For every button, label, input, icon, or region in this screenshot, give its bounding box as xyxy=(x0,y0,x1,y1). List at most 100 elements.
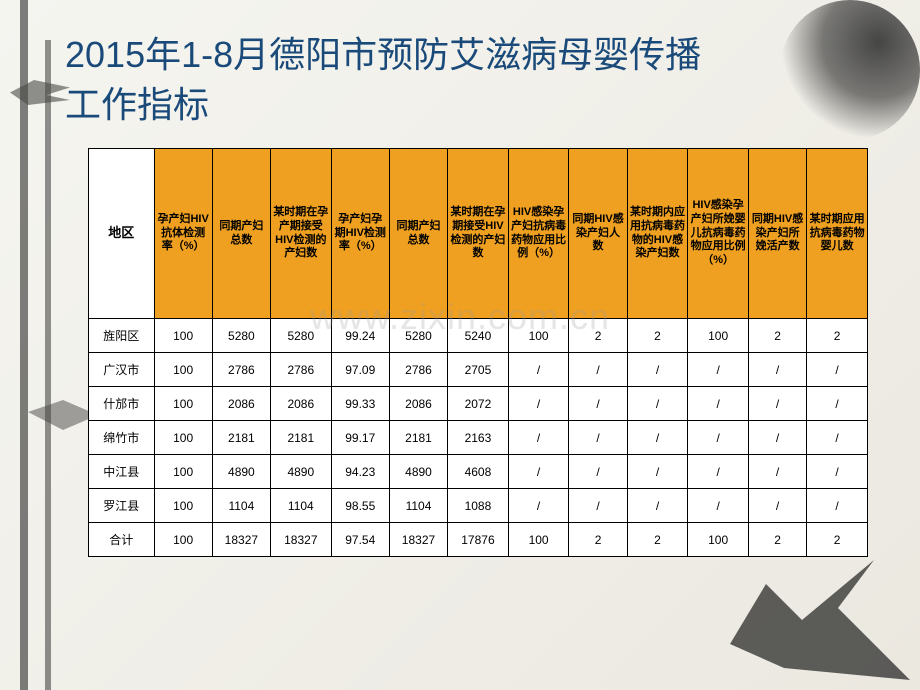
table-cell: 2181 xyxy=(270,421,331,455)
table-cell: / xyxy=(748,421,806,455)
table-cell: / xyxy=(748,489,806,523)
table-cell: / xyxy=(508,455,569,489)
table-cell: 100 xyxy=(688,319,749,353)
table-cell: / xyxy=(688,455,749,489)
table-cell: / xyxy=(748,387,806,421)
table-cell: 97.54 xyxy=(331,523,389,557)
table-cell: 2086 xyxy=(389,387,447,421)
table-cell: 18327 xyxy=(389,523,447,557)
col-header: 某时期在孕期接受HIV检测的产妇数 xyxy=(448,149,509,319)
table-cell: 100 xyxy=(154,523,212,557)
table-cell: / xyxy=(569,353,627,387)
page-title: 2015年1-8月德阳市预防艾滋病母婴传播 工作指标 xyxy=(65,30,701,131)
table-cell: / xyxy=(688,489,749,523)
table-cell: / xyxy=(748,455,806,489)
table-cell: / xyxy=(688,387,749,421)
table-cell: 2 xyxy=(748,523,806,557)
table-cell: 合计 xyxy=(89,523,155,557)
table-row: 绵竹市1002181218199.1721812163////// xyxy=(89,421,868,455)
title-line-1: 2015年1-8月德阳市预防艾滋病母婴传播 xyxy=(65,34,701,75)
table-cell: 2163 xyxy=(448,421,509,455)
col-header: 同期HIV感染产妇所娩活产数 xyxy=(748,149,806,319)
table-body: 旌阳区1005280528099.24528052401002210022广汉市… xyxy=(89,319,868,557)
table-cell: 2086 xyxy=(270,387,331,421)
table-cell: 5240 xyxy=(448,319,509,353)
table-cell: 2181 xyxy=(389,421,447,455)
table-row: 合计100183271832797.5418327178761002210022 xyxy=(89,523,868,557)
table-cell: 100 xyxy=(154,353,212,387)
table-cell: 100 xyxy=(508,319,569,353)
table-cell: 100 xyxy=(154,421,212,455)
table-cell: 2 xyxy=(627,523,688,557)
table-cell: 2 xyxy=(569,523,627,557)
table-cell: 100 xyxy=(154,489,212,523)
table-cell: / xyxy=(807,421,868,455)
table-cell: 2 xyxy=(627,319,688,353)
col-header: 同期HIV感染产妇人数 xyxy=(569,149,627,319)
table-cell: 98.55 xyxy=(331,489,389,523)
col-header-region: 地区 xyxy=(89,149,155,319)
table-row: 旌阳区1005280528099.24528052401002210022 xyxy=(89,319,868,353)
ink-decoration xyxy=(780,0,920,140)
table-row: 中江县1004890489094.2348904608////// xyxy=(89,455,868,489)
col-header: 同期产妇总数 xyxy=(389,149,447,319)
table-cell: 99.17 xyxy=(331,421,389,455)
table-cell: 5280 xyxy=(270,319,331,353)
table-cell: 1104 xyxy=(270,489,331,523)
table-cell: 5280 xyxy=(389,319,447,353)
table-cell: / xyxy=(569,489,627,523)
table-cell: 2 xyxy=(807,523,868,557)
table-cell: / xyxy=(807,455,868,489)
table-cell: 99.24 xyxy=(331,319,389,353)
col-header: 同期产妇总数 xyxy=(212,149,270,319)
table-cell: 5280 xyxy=(212,319,270,353)
table-cell: / xyxy=(748,353,806,387)
data-table-container: 地区 孕产妇HIV抗体检测率（%） 同期产妇总数 某时期在孕产期接受HIV检测的… xyxy=(88,148,868,557)
table-cell: 99.33 xyxy=(331,387,389,421)
table-cell: / xyxy=(627,353,688,387)
table-cell: / xyxy=(627,455,688,489)
table-cell: / xyxy=(508,387,569,421)
table-cell: / xyxy=(508,421,569,455)
table-cell: 100 xyxy=(154,319,212,353)
col-header: 某时期在孕产期接受HIV检测的产妇数 xyxy=(270,149,331,319)
table-cell: / xyxy=(569,387,627,421)
col-header: HIV感染孕产妇所娩婴儿抗病毒药物应用比例（%） xyxy=(688,149,749,319)
table-cell: 2 xyxy=(807,319,868,353)
col-header: 孕产妇孕期HIV检测率（%） xyxy=(331,149,389,319)
table-cell: 2786 xyxy=(270,353,331,387)
table-cell: 4890 xyxy=(270,455,331,489)
col-header: HIV感染孕产妇抗病毒药物应用比例（%） xyxy=(508,149,569,319)
table-cell: 2705 xyxy=(448,353,509,387)
col-header: 某时期应用抗病毒药物婴儿数 xyxy=(807,149,868,319)
table-cell: 100 xyxy=(154,455,212,489)
table-cell: 97.09 xyxy=(331,353,389,387)
title-line-2: 工作指标 xyxy=(65,84,209,125)
table-header-row: 地区 孕产妇HIV抗体检测率（%） 同期产妇总数 某时期在孕产期接受HIV检测的… xyxy=(89,149,868,319)
table-cell: 2181 xyxy=(212,421,270,455)
table-cell: / xyxy=(807,489,868,523)
col-header: 孕产妇HIV抗体检测率（%） xyxy=(154,149,212,319)
table-cell: 94.23 xyxy=(331,455,389,489)
table-cell: 4890 xyxy=(212,455,270,489)
table-cell: 2786 xyxy=(389,353,447,387)
table-cell: / xyxy=(627,489,688,523)
table-cell: 2 xyxy=(569,319,627,353)
table-cell: 2086 xyxy=(212,387,270,421)
table-cell: / xyxy=(627,421,688,455)
table-cell: 2072 xyxy=(448,387,509,421)
table-cell: 17876 xyxy=(448,523,509,557)
table-row: 广汉市1002786278697.0927862705////// xyxy=(89,353,868,387)
table-cell: / xyxy=(569,421,627,455)
data-table: 地区 孕产妇HIV抗体检测率（%） 同期产妇总数 某时期在孕产期接受HIV检测的… xyxy=(88,148,868,557)
col-header: 某时期内应用抗病毒药物的HIV感染产妇数 xyxy=(627,149,688,319)
table-cell: / xyxy=(688,353,749,387)
table-cell: / xyxy=(807,353,868,387)
table-cell: 18327 xyxy=(212,523,270,557)
table-cell: / xyxy=(508,353,569,387)
table-cell: 1088 xyxy=(448,489,509,523)
table-cell: 什邡市 xyxy=(89,387,155,421)
table-cell: 4608 xyxy=(448,455,509,489)
table-cell: 2 xyxy=(748,319,806,353)
table-cell: 罗江县 xyxy=(89,489,155,523)
